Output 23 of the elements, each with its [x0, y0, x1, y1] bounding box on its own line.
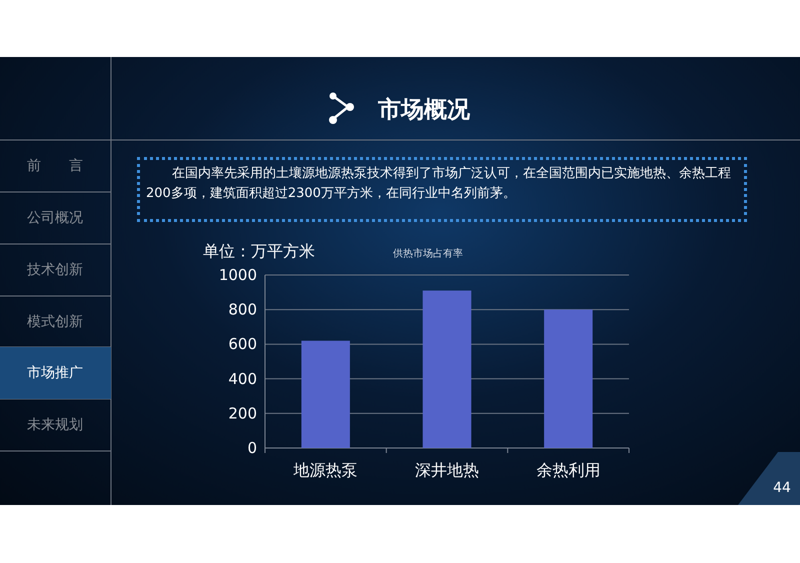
text: 市场推广	[27, 365, 83, 381]
text: 模式创新	[27, 314, 83, 330]
chart-title: 供热市场占有率	[393, 248, 463, 260]
text: 44	[773, 480, 791, 496]
y-tick-label: 1000	[218, 266, 257, 284]
y-tick-label: 400	[228, 370, 257, 388]
text: 技术创新	[26, 262, 83, 278]
y-axis-title: 单位：万平方米	[203, 242, 315, 260]
x-tick-label: 余热利用	[536, 460, 600, 480]
text: 公司概况	[27, 210, 83, 226]
text: 未来规划	[27, 417, 83, 433]
x-tick-label: 地源热泵	[292, 460, 358, 480]
text: 在国内率先采用的土壤源地源热泵技术得到了市场广泛认可，在全国范围内已实施地热、余热工程200多项，建筑面积超过2300万平方米，在同行业中名列前茅。	[145, 165, 732, 203]
y-tick-label: 800	[228, 300, 257, 319]
y-tick-label: 0	[247, 439, 257, 457]
bar	[301, 340, 350, 448]
bar	[422, 290, 472, 448]
text: 市场概况	[377, 96, 471, 123]
text: 前 言	[27, 158, 83, 174]
x-tick-label: 深井地热	[415, 460, 479, 480]
y-tick-label: 200	[228, 404, 257, 422]
y-tick-label: 600	[228, 335, 257, 354]
bar	[544, 310, 593, 448]
